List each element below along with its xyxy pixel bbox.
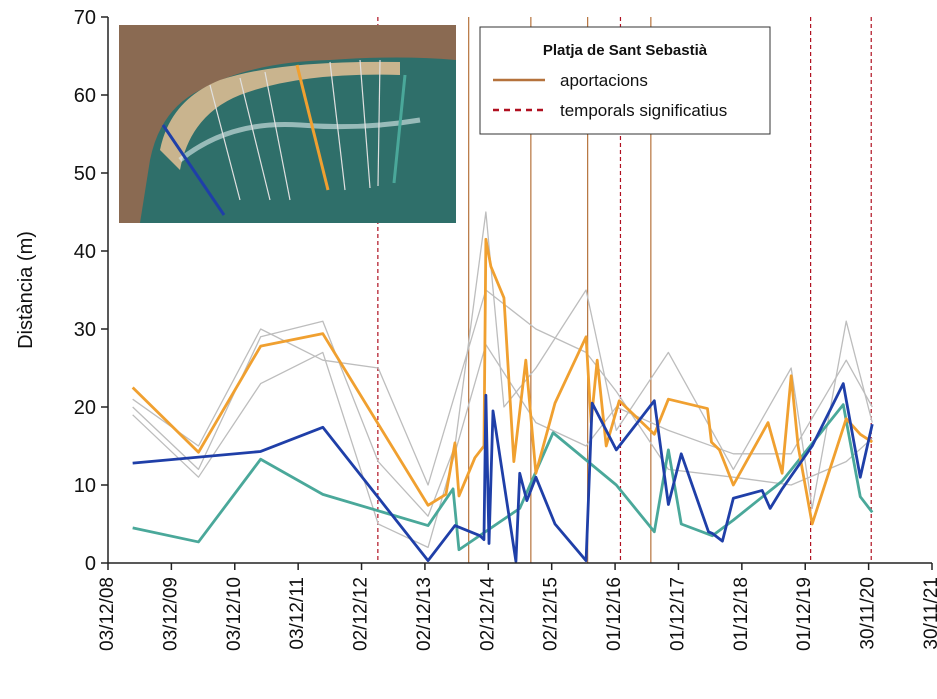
y-axis-title: Distància (m): [15, 231, 37, 349]
x-tick-label: 03/12/10: [224, 577, 245, 651]
x-tick-label: 01/12/16: [604, 577, 625, 651]
x-tick-label: 30/11/20: [858, 577, 879, 650]
x-tick-label: 03/12/11: [287, 577, 308, 650]
x-tick-label: 02/12/13: [414, 577, 435, 651]
x-tick-label: 02/12/14: [477, 577, 498, 651]
legend-title: Platja de Sant Sebastià: [543, 42, 708, 59]
photo-surf: [178, 117, 421, 162]
photo-profile-blue: [161, 124, 226, 216]
photo-town: [119, 25, 456, 223]
y-tick-label: 30: [74, 319, 96, 341]
photo-beach: [160, 61, 400, 170]
series-line: [132, 289, 873, 486]
x-tick-label: 02/12/12: [351, 577, 372, 651]
y-tick-label: 0: [85, 553, 96, 575]
y-tick-label: 10: [74, 475, 96, 497]
x-tick-label: 30/11/21: [921, 577, 937, 650]
x-tick-label: 01/12/18: [731, 577, 752, 651]
inset-photo: [119, 25, 456, 223]
series-line: [132, 403, 874, 552]
y-tick-label: 70: [74, 7, 96, 29]
photo-profile-teal: [392, 74, 407, 184]
y-tick-label: 40: [74, 241, 96, 263]
x-tick-label: 03/12/08: [97, 577, 118, 651]
series-line: [132, 382, 874, 563]
x-tick-label: 02/12/15: [541, 577, 562, 651]
y-tick-label: 50: [74, 163, 96, 185]
series-line: [132, 211, 873, 517]
y-tick-label: 20: [74, 397, 96, 419]
y-tick-label: 60: [74, 85, 96, 107]
legend-label: aportacions: [560, 71, 648, 90]
series-line: [131, 237, 874, 526]
series-line: [132, 343, 873, 549]
x-tick-label: 01/12/19: [794, 577, 815, 651]
legend: Platja de Sant Sebastià aportacions tempo…: [479, 26, 771, 135]
x-tick-label: 01/12/17: [667, 577, 688, 651]
photo-profiles: [209, 59, 381, 201]
legend-label: temporals significatius: [560, 101, 727, 120]
photo-profile-orange: [295, 64, 330, 191]
x-tick-label: 03/12/09: [160, 577, 181, 651]
